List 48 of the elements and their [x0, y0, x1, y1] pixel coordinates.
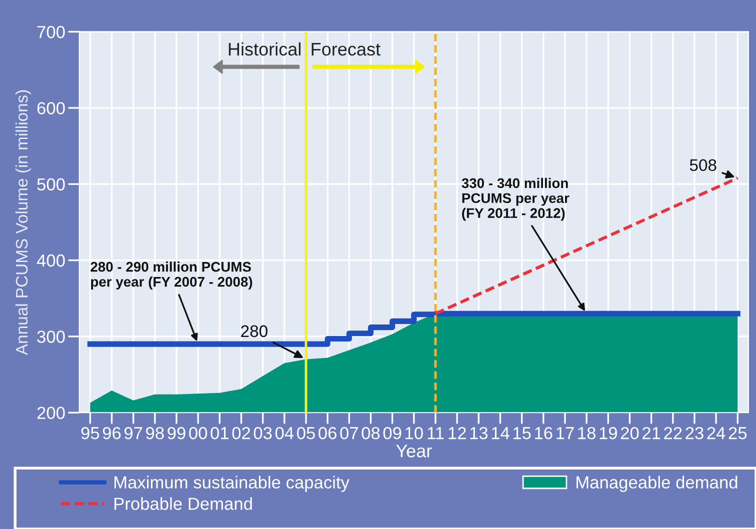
x-axis-title: Year [396, 444, 432, 458]
x-tick-label: 95 [81, 426, 100, 440]
annotation: 508 [690, 159, 716, 172]
x-tick-label: 22 [664, 426, 682, 440]
x-tick-label: 09 [383, 426, 402, 440]
x-tick-label: 05 [297, 426, 315, 440]
legend-label: Manageable demand [576, 476, 738, 492]
x-tick-label: 07 [340, 426, 358, 440]
y-tick-label: 200 [37, 406, 65, 420]
x-tick-label: 12 [448, 426, 466, 440]
x-tick-label: 00 [189, 426, 208, 440]
annotation: 280 - 290 million PCUMS per year (FY 2007 - 2008) [90, 262, 252, 290]
x-tick-label: 23 [686, 426, 704, 440]
x-tick-label: 03 [254, 426, 272, 440]
x-tick-label: 99 [168, 426, 186, 440]
x-tick-label: 15 [513, 427, 531, 440]
y-tick-label: 500 [37, 178, 65, 191]
x-tick-label: 18 [578, 426, 596, 440]
x-tick-label: 24 [707, 426, 726, 440]
y-tick-label: 700 [37, 26, 65, 38]
y-tick-label: 600 [37, 102, 65, 114]
y-axis-title: Annual PCUMS Volume (in millions) [15, 90, 31, 356]
x-tick-label: 97 [124, 426, 142, 440]
x-tick-label: 98 [146, 426, 164, 440]
x-tick-label: 10 [406, 426, 423, 440]
x-tick-label: 02 [232, 426, 250, 440]
legend-label: Probable Demand [114, 497, 252, 510]
x-tick-label: 14 [492, 427, 510, 440]
annotation: 330 - 340 million PCUMS per year (FY 2011 - 2012) [462, 178, 570, 221]
annotation: 280 [241, 325, 268, 338]
x-tick-label: 04 [275, 426, 294, 440]
x-tick-label: 06 [318, 426, 336, 440]
x-tick-label: 20 [620, 426, 639, 440]
annotation: Historical [228, 42, 300, 56]
x-tick-label: 08 [362, 426, 380, 440]
x-tick-label: 25 [728, 426, 747, 440]
x-tick-label: 13 [470, 426, 488, 440]
y-tick-label: 300 [37, 330, 65, 343]
x-tick-label: 16 [535, 426, 552, 440]
x-tick-label: 01 [210, 426, 228, 440]
y-tick-label: 400 [36, 254, 65, 267]
x-tick-label: 21 [642, 426, 660, 440]
x-tick-label: 96 [102, 426, 121, 440]
x-tick-label: 19 [600, 426, 617, 440]
x-tick-label: 11 [428, 427, 444, 440]
legend-label: Maximum sustainable capacity [114, 476, 350, 492]
x-tick-label: 17 [556, 427, 574, 440]
annotation: Forecast [312, 43, 380, 56]
